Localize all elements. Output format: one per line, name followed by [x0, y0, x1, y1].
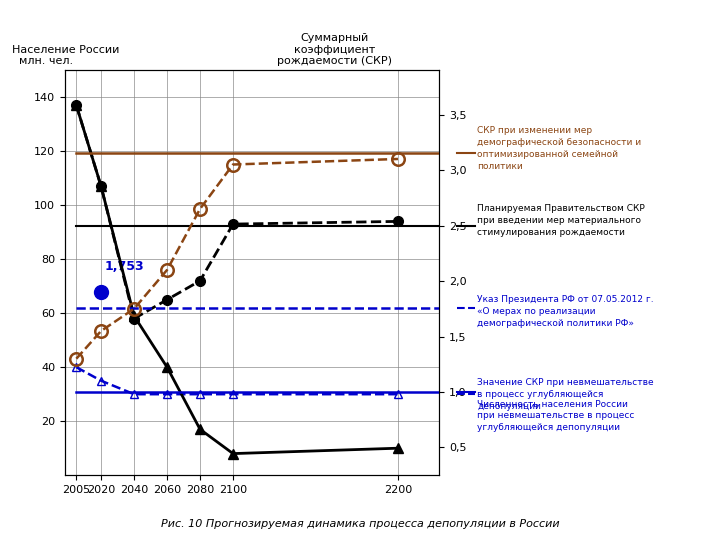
Text: Значение СКР при невмешательстве
в процесс углубляющейся
депопуляции: Значение СКР при невмешательстве в проце…: [477, 379, 654, 411]
Text: Указ Президента РФ от 07.05.2012 г.
«О мерах по реализации
демографической полит: Указ Президента РФ от 07.05.2012 г. «О м…: [477, 295, 654, 328]
Text: Суммарный
коэффициент
рождаемости (СКР): Суммарный коэффициент рождаемости (СКР): [277, 33, 392, 66]
Text: Население России
  млн. чел.: Население России млн. чел.: [12, 44, 120, 66]
Text: Рис. 10 Прогнозируемая динамика процесса депопуляции в России: Рис. 10 Прогнозируемая динамика процесса…: [161, 519, 559, 529]
Text: Планируемая Правительством СКР
при введении мер материального
стимулирования рож: Планируемая Правительством СКР при введе…: [477, 204, 645, 237]
Text: Численность населения России
при невмешательстве в процесс
углубляющейся депопул: Численность населения России при невмеша…: [477, 400, 635, 432]
Text: СКР при изменении мер
демографической безопасности и
оптимизированной семейной
п: СКР при изменении мер демографической бе…: [477, 126, 642, 171]
Text: 1,753: 1,753: [104, 260, 144, 273]
